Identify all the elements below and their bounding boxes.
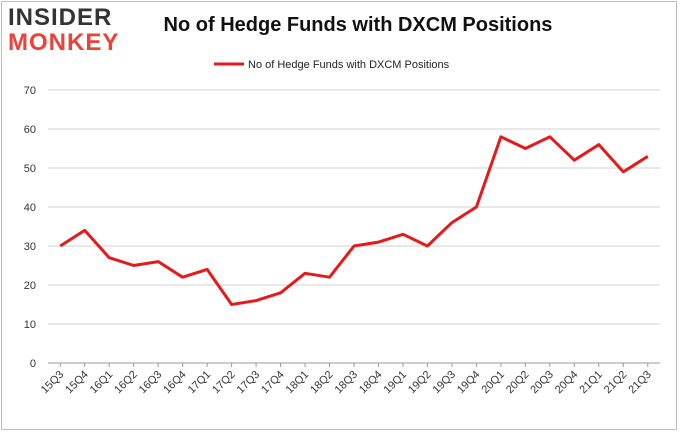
y-tick-label: 60 bbox=[24, 124, 36, 136]
x-tick-label: 19Q2 bbox=[406, 369, 434, 397]
x-tick-label: 16Q3 bbox=[137, 369, 165, 397]
x-tick-label: 15Q3 bbox=[39, 369, 67, 397]
y-axis-ticks: 0 10 20 30 40 50 60 70 bbox=[24, 85, 36, 370]
x-tick-label: 21Q2 bbox=[602, 369, 630, 397]
x-tick-label: 18Q1 bbox=[284, 369, 312, 397]
x-tick-label: 21Q3 bbox=[626, 369, 654, 397]
x-tick-label: 17Q2 bbox=[210, 369, 238, 397]
y-tick-label: 50 bbox=[24, 163, 36, 175]
logo-line-insider: INSIDER bbox=[8, 4, 113, 31]
x-tick-label: 20Q2 bbox=[504, 369, 532, 397]
x-tick-label: 20Q3 bbox=[528, 369, 556, 397]
x-tick-label: 15Q4 bbox=[63, 369, 91, 397]
x-tick-label: 17Q4 bbox=[259, 369, 287, 397]
x-tick-label: 21Q1 bbox=[577, 369, 605, 397]
x-tick-label: 16Q1 bbox=[88, 369, 116, 397]
x-tick-label: 19Q4 bbox=[455, 369, 483, 397]
chart-title: No of Hedge Funds with DXCM Positions bbox=[163, 14, 553, 36]
y-tick-label: 70 bbox=[24, 85, 36, 97]
y-tick-label: 10 bbox=[24, 319, 36, 331]
x-tick-label: 19Q1 bbox=[382, 369, 410, 397]
x-tick-label: 17Q3 bbox=[235, 369, 263, 397]
y-tick-label: 20 bbox=[24, 280, 36, 292]
x-tick-label: 20Q1 bbox=[479, 369, 507, 397]
x-tick-label: 16Q4 bbox=[161, 369, 189, 397]
legend-label: No of Hedge Funds with DXCM Positions bbox=[248, 59, 450, 71]
gridlines bbox=[48, 89, 660, 325]
y-tick-label: 0 bbox=[30, 358, 36, 370]
x-tick-label: 18Q4 bbox=[357, 369, 385, 397]
insider-monkey-logo: INSIDER MONKEY bbox=[8, 6, 126, 55]
x-tick-label: 16Q2 bbox=[112, 369, 140, 397]
series-line bbox=[59, 135, 649, 306]
x-tick-label: 18Q3 bbox=[333, 369, 361, 397]
x-tick-label: 17Q1 bbox=[186, 369, 214, 397]
x-tick-label: 20Q4 bbox=[553, 369, 581, 397]
y-tick-label: 40 bbox=[24, 202, 36, 214]
y-tick-label: 30 bbox=[24, 241, 36, 253]
legend: No of Hedge Funds with DXCM Positions bbox=[214, 59, 450, 71]
x-tick-label: 18Q2 bbox=[308, 369, 336, 397]
logo-line-monkey: MONKEY bbox=[8, 29, 120, 56]
x-tick-label: 19Q3 bbox=[431, 369, 459, 397]
x-axis-ticks: 15Q315Q416Q116Q216Q316Q417Q117Q217Q317Q4… bbox=[39, 363, 654, 396]
